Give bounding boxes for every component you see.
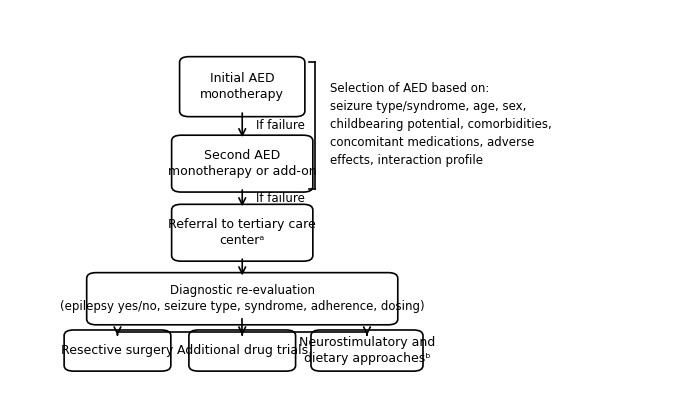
FancyBboxPatch shape xyxy=(189,330,296,371)
Text: Second AED
monotherapy or add-on: Second AED monotherapy or add-on xyxy=(168,149,316,178)
Text: Diagnostic re-evaluation
(epilepsy yes/no, seizure type, syndrome, adherence, do: Diagnostic re-evaluation (epilepsy yes/n… xyxy=(60,284,425,313)
FancyBboxPatch shape xyxy=(311,330,423,371)
Text: Additional drug trials: Additional drug trials xyxy=(177,344,308,357)
FancyBboxPatch shape xyxy=(172,135,313,192)
Text: If failure: If failure xyxy=(256,192,304,205)
Text: Selection of AED based on:
seizure type/syndrome, age, sex,
childbearing potenti: Selection of AED based on: seizure type/… xyxy=(329,82,551,167)
FancyBboxPatch shape xyxy=(64,330,171,371)
Text: If failure: If failure xyxy=(256,119,304,132)
Text: Resective surgery: Resective surgery xyxy=(62,344,173,357)
Text: Referral to tertiary care
centerᵃ: Referral to tertiary care centerᵃ xyxy=(169,218,316,248)
FancyBboxPatch shape xyxy=(87,273,398,325)
Text: Neurostimulatory and
dietary approachesᵇ: Neurostimulatory and dietary approachesᵇ xyxy=(299,336,435,365)
FancyBboxPatch shape xyxy=(172,204,313,261)
FancyBboxPatch shape xyxy=(179,57,305,117)
Text: Initial AED
monotherapy: Initial AED monotherapy xyxy=(200,72,284,102)
